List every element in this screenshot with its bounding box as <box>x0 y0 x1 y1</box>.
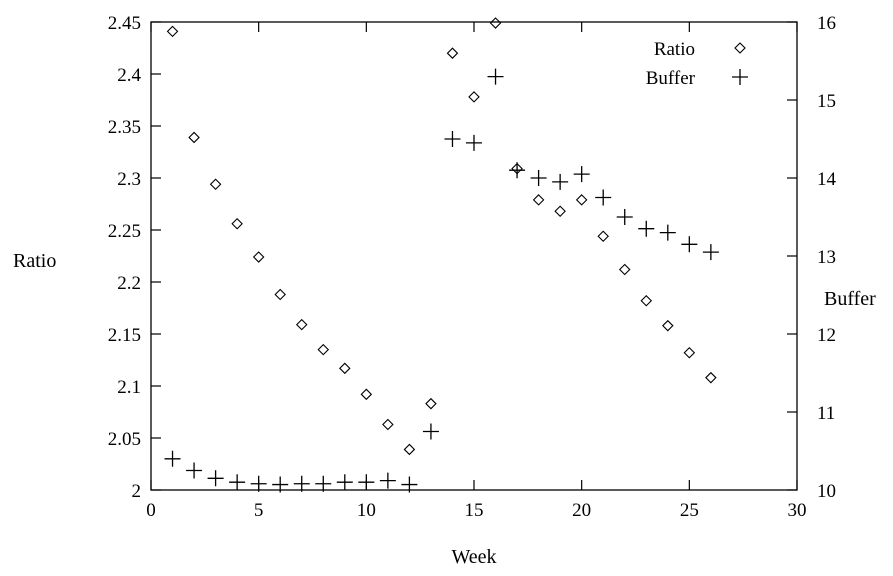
ratio-point <box>295 318 308 331</box>
ratio-point <box>382 418 394 431</box>
ratio-point <box>640 294 653 307</box>
x-tick-label: 0 <box>146 500 156 521</box>
ratio-point <box>489 17 502 29</box>
y2-tick-label: 16 <box>817 13 836 34</box>
y2-tick-label: 11 <box>817 403 835 424</box>
ratio-point <box>166 25 179 38</box>
buffer-point <box>401 476 418 493</box>
legend-marker-buffer <box>732 69 748 85</box>
marks-layer <box>164 17 719 493</box>
ratio-point <box>575 194 588 206</box>
x-tick-label: 5 <box>254 500 264 521</box>
buffer-point <box>552 173 569 190</box>
legend-label-ratio: Ratio <box>654 39 695 60</box>
ratio-point <box>188 131 200 144</box>
ratio-point <box>360 388 373 401</box>
buffer-point <box>530 170 547 186</box>
ticks-layer: 0 5 10 15 20 25 30 2 2.05 2.1 2.15 2.2 2.25 2.3 2.35 2.… <box>108 13 837 521</box>
buffer-point <box>616 209 633 225</box>
ratio-point <box>554 205 566 218</box>
y-tick-label: 2.35 <box>108 117 141 138</box>
y-tick-label: 2.15 <box>108 325 141 346</box>
buffer-point <box>358 474 375 491</box>
buffer-point <box>487 68 504 85</box>
legend-markers <box>732 42 748 85</box>
y2-tick-label: 10 <box>817 481 836 502</box>
y-tick-label: 2.25 <box>108 221 141 242</box>
x-tick-label: 20 <box>572 500 591 521</box>
legend-label-buffer: Buffer <box>646 68 696 89</box>
buffer-point <box>272 476 289 493</box>
y-tick-label: 2.4 <box>117 65 141 86</box>
legend: Ratio Buffer <box>646 39 748 89</box>
x-tick-label: 15 <box>465 500 484 521</box>
x-axis-label: Week <box>451 546 496 568</box>
y-tick-label: 2 <box>132 481 142 502</box>
x-tick-label: 25 <box>680 500 699 521</box>
buffer-point <box>186 462 203 479</box>
ratio-point <box>618 263 631 276</box>
ratio-point <box>597 230 609 243</box>
y-tick-label: 2.3 <box>117 169 141 190</box>
buffer-point <box>702 244 719 261</box>
buffer-point <box>315 475 332 492</box>
y-tick-label: 2.05 <box>108 429 141 450</box>
ratio-point <box>705 371 717 384</box>
ratio-point <box>252 251 265 263</box>
buffer-point <box>659 224 676 241</box>
buffer-point <box>681 236 698 253</box>
buffer-point <box>293 475 310 492</box>
buffer-point <box>638 220 655 237</box>
buffer-point <box>444 131 461 147</box>
ratio-point <box>446 47 459 59</box>
y-tick-label: 2.45 <box>108 13 141 34</box>
buffer-point <box>207 470 224 487</box>
y-axis-label: Ratio <box>13 250 56 272</box>
buffer-point <box>595 189 612 206</box>
ratio-point <box>339 362 351 375</box>
ratio-point <box>683 346 696 359</box>
ratio-point <box>403 443 416 456</box>
x-tick-label: 30 <box>788 500 807 521</box>
buffer-point <box>573 166 590 183</box>
y2-tick-label: 12 <box>817 325 836 346</box>
buffer-point <box>250 475 267 492</box>
ratio-point <box>662 319 674 332</box>
ratio-point <box>209 178 222 191</box>
y-tick-label: 2.1 <box>117 377 141 398</box>
ratio-point <box>231 217 243 230</box>
y-tick-label: 2.2 <box>117 273 141 294</box>
ratio-point <box>468 91 480 103</box>
buffer-point <box>379 472 396 489</box>
ratio-point <box>532 194 545 206</box>
ratio-point <box>425 397 437 410</box>
legend-marker-ratio <box>734 42 746 54</box>
buffer-point <box>422 423 439 440</box>
y2-tick-label: 14 <box>817 169 837 190</box>
y2-tick-label: 15 <box>817 91 836 112</box>
buffer-point <box>509 162 526 179</box>
buffer-point <box>466 134 482 151</box>
ratio-point <box>317 343 330 356</box>
x-tick-label: 10 <box>357 500 376 521</box>
buffer-point <box>336 474 353 491</box>
y2-axis-label: Buffer <box>824 288 876 310</box>
y2-tick-label: 13 <box>817 247 836 268</box>
buffer-point <box>229 474 246 491</box>
ratio-point <box>274 288 286 301</box>
buffer-point <box>164 450 181 467</box>
